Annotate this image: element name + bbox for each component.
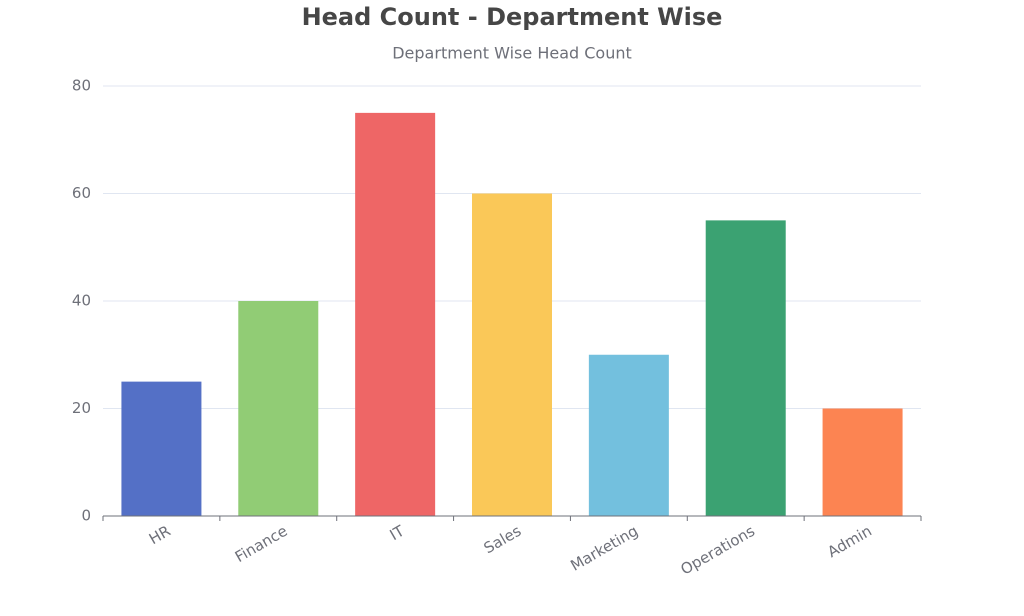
y-tick-label: 60 (72, 184, 91, 202)
bar (472, 193, 552, 516)
x-tick-label: Operations (678, 522, 759, 579)
x-tick-label: Finance (232, 522, 291, 566)
y-tick-label: 20 (72, 399, 91, 417)
x-tick-label: Sales (481, 522, 525, 558)
bar (355, 112, 436, 516)
bar (588, 354, 669, 516)
bar (705, 220, 786, 516)
x-tick-label: HR (146, 522, 174, 548)
x-tick-label: IT (387, 521, 408, 544)
chart-title: Head Count - Department Wise (302, 3, 723, 31)
x-tick-label: Admin (824, 522, 874, 561)
chart-subtitle: Department Wise Head Count (392, 44, 632, 63)
y-tick-label: 80 (72, 77, 91, 95)
bar (822, 408, 903, 516)
bar (121, 381, 202, 516)
bar (238, 301, 319, 516)
y-tick-label: 0 (81, 507, 91, 525)
x-tick-label: Marketing (567, 522, 641, 575)
y-tick-label: 40 (72, 292, 91, 310)
